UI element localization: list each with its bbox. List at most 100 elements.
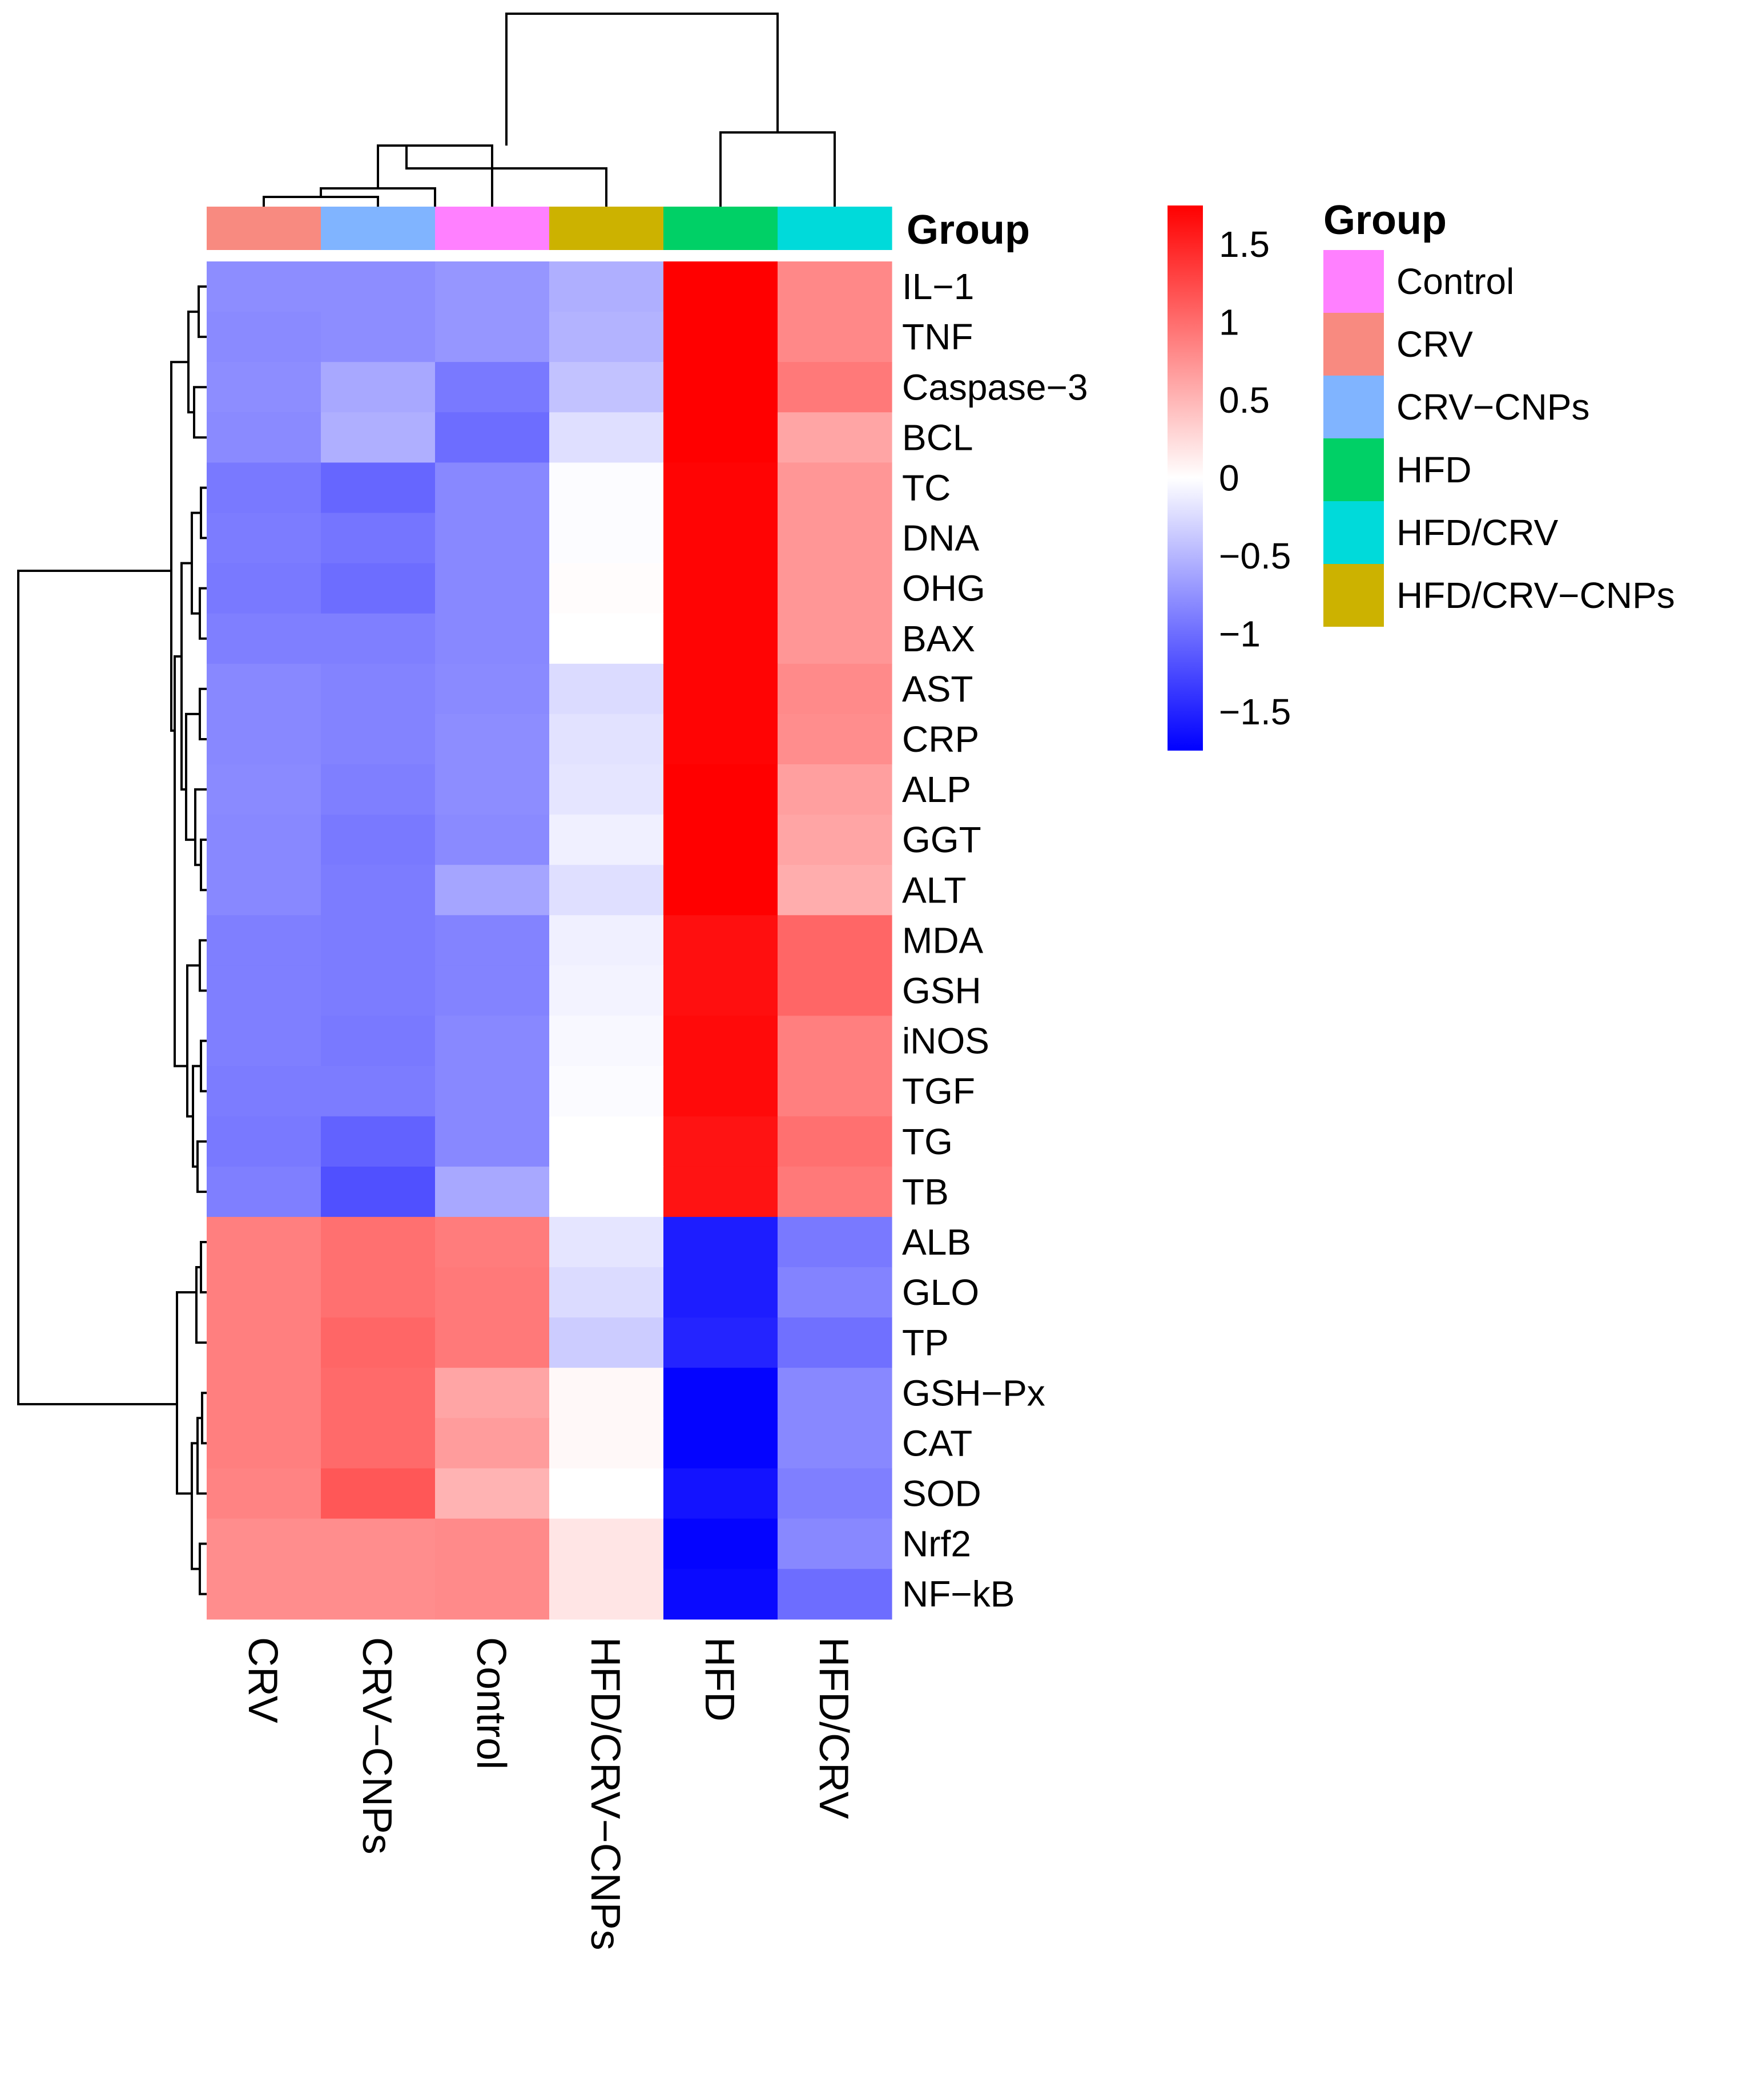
heatmap-cell — [435, 1468, 550, 1519]
heatmap-cell — [549, 865, 664, 916]
group-legend-label: CRV — [1396, 324, 1473, 365]
column-labels: CRV CRV−CNPs Control HFD/CRV−CNPs HFD HFD/CRV — [240, 1637, 856, 1950]
heatmap-cell — [549, 1468, 664, 1519]
row-label: GSH−Px — [902, 1372, 1045, 1413]
row-label: ALT — [902, 869, 967, 910]
heatmap-cell — [663, 1116, 778, 1167]
heatmap-cell — [549, 563, 664, 614]
heatmap-cell — [663, 865, 778, 916]
heatmap-cell — [549, 1569, 664, 1620]
heatmap-cell — [549, 1066, 664, 1117]
heatmap-cell — [778, 362, 892, 413]
column-label: HFD — [697, 1637, 742, 1722]
heatmap-cell — [321, 1468, 436, 1519]
row-label: GSH — [902, 970, 981, 1011]
row-labels: IL−1 TNF Caspase−3 BCL TC DNA OHG BAX AST CRP ALP G… — [902, 266, 1088, 1615]
heatmap-cell — [207, 865, 321, 916]
heatmap-cell — [778, 1569, 892, 1620]
heatmap-cell — [321, 764, 436, 815]
dendrogram-branch — [719, 131, 836, 207]
column-label: Control — [468, 1637, 514, 1770]
heatmap-cell — [663, 1418, 778, 1469]
heatmap-cell — [778, 865, 892, 916]
heatmap-cell — [435, 1518, 550, 1570]
heatmap-cell — [435, 312, 550, 362]
heatmap-cell — [207, 1166, 321, 1218]
heatmap-cell — [549, 965, 664, 1017]
heatmap-cell — [321, 1166, 436, 1218]
heatmap-cell — [321, 865, 436, 916]
group-annotation-cell — [663, 207, 778, 250]
heatmap-cell — [778, 1267, 892, 1318]
heatmap-cell — [321, 312, 436, 362]
heatmap-cell — [549, 312, 664, 362]
heatmap-cell — [321, 462, 436, 514]
heatmap-cell — [435, 1368, 550, 1418]
heatmap-cell — [321, 965, 436, 1017]
heatmap-cell — [663, 462, 778, 514]
heatmap-cell — [207, 1418, 321, 1469]
row-label: GGT — [902, 819, 981, 860]
heatmap-cell — [778, 462, 892, 514]
color-scale-tick-label: −1 — [1219, 613, 1261, 654]
heatmap-cell — [321, 1015, 436, 1067]
heatmap-cell — [778, 513, 892, 564]
group-annotation-cell — [207, 207, 321, 250]
heatmap-cell — [663, 915, 778, 966]
heatmap-cell — [435, 663, 550, 715]
group-legend-label: HFD — [1396, 449, 1472, 490]
heatmap-cell — [663, 261, 778, 312]
heatmap-cell — [435, 815, 550, 865]
row-label: TG — [902, 1121, 953, 1162]
group-legend-swatch — [1323, 438, 1384, 501]
heatmap-cell — [549, 1317, 664, 1368]
heatmap-cell — [778, 764, 892, 815]
row-label: AST — [902, 668, 973, 710]
heatmap-cell — [207, 1015, 321, 1067]
row-label: iNOS — [902, 1021, 989, 1062]
row-label: GLO — [902, 1272, 979, 1313]
dendrogram-branch — [174, 655, 187, 1067]
heatmap-cell — [663, 1066, 778, 1117]
heatmap-cell — [778, 261, 892, 312]
dendrogram-branch — [200, 486, 207, 539]
heatmap-cell — [435, 764, 550, 815]
heatmap-cell — [321, 1317, 436, 1368]
heatmap-cells — [207, 261, 892, 1620]
column-dendrogram — [263, 13, 836, 207]
heatmap-cell — [435, 362, 550, 413]
group-annotation-cell — [321, 207, 436, 250]
dendrogram-branch — [198, 285, 207, 338]
heatmap-cell — [207, 1116, 321, 1167]
heatmap-cell — [435, 965, 550, 1017]
heatmap-cell — [549, 915, 664, 966]
heatmap-cell — [207, 261, 321, 312]
color-scale-bar — [1168, 205, 1203, 751]
heatmap-cell — [549, 261, 664, 312]
color-scale-tick-label: 0.5 — [1219, 380, 1270, 421]
dendrogram-branch — [170, 361, 188, 732]
column-label: CRV — [240, 1637, 285, 1723]
row-label: Caspase−3 — [902, 366, 1088, 408]
heatmap-cell — [663, 1267, 778, 1318]
heatmap-cell — [435, 613, 550, 664]
row-label: BAX — [902, 618, 975, 659]
group-legend-label: HFD/CRV−CNPs — [1396, 575, 1675, 616]
heatmap-cell — [321, 1267, 436, 1318]
group-legend: Group Control CRV CRV−CNPs HFD HFD/CRV HFD/CR… — [1323, 197, 1675, 627]
heatmap-cell — [778, 1166, 892, 1218]
dendrogram-branch — [196, 1417, 207, 1495]
heatmap-cell — [207, 1468, 321, 1519]
heatmap-cell — [321, 513, 436, 564]
heatmap-cell — [778, 1468, 892, 1519]
heatmap-cell — [778, 663, 892, 715]
heatmap-cell — [435, 915, 550, 966]
row-label: IL−1 — [902, 266, 974, 307]
heatmap-cell — [435, 1116, 550, 1167]
dendrogram-branch — [191, 1442, 200, 1570]
dendrogram-branch — [377, 144, 493, 207]
dendrogram-branch — [17, 570, 177, 1405]
row-label: SOD — [902, 1473, 981, 1514]
row-label: MDA — [902, 920, 984, 961]
